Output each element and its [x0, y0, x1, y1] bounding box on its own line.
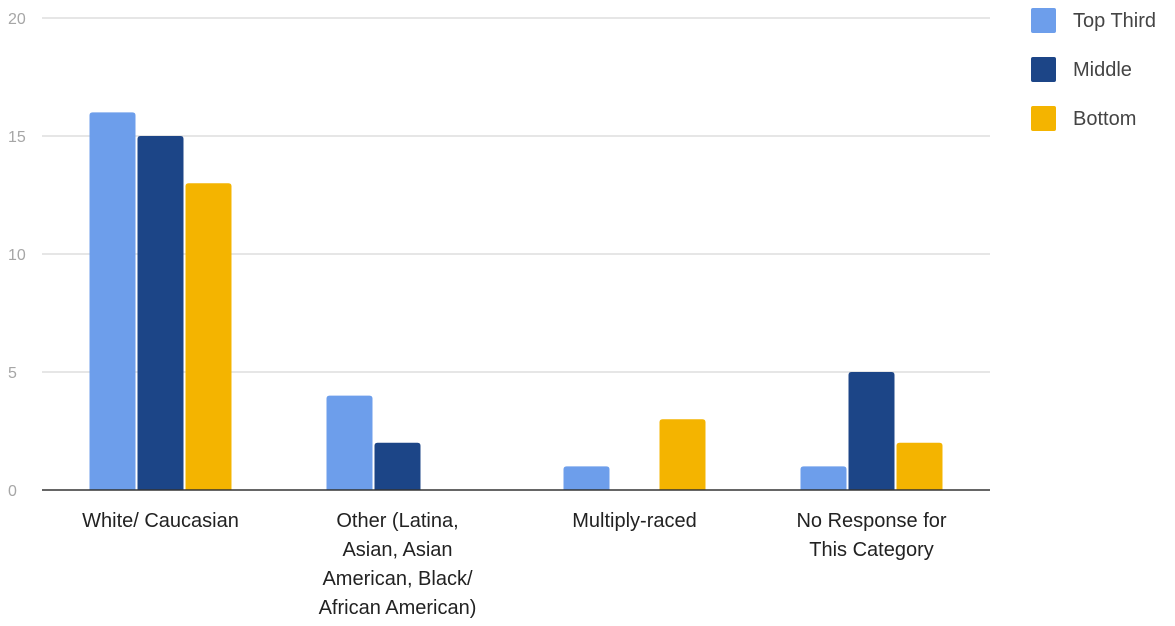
bar-top-third-3 — [563, 466, 610, 490]
x-tick-label-2: Other (Latina, Asian, Asian American, Blac… — [319, 510, 477, 619]
bar-top-third-4 — [800, 466, 847, 490]
y-tick-label-5: 5 — [8, 365, 17, 382]
y-axis-ticks: 0 5 10 15 20 — [8, 11, 26, 500]
y-tick-label-0: 0 — [8, 483, 17, 500]
bar-bottom-3 — [659, 419, 706, 490]
legend-label-bottom: Bottom — [1073, 108, 1136, 130]
legend-label-top-third: Top Third — [1073, 10, 1156, 32]
bar-middle-1 — [137, 136, 184, 490]
bars — [89, 112, 943, 491]
bar-bottom-1 — [185, 183, 232, 490]
legend-swatch-bottom — [1031, 106, 1056, 131]
x-tick-label-3: Multiply-raced — [572, 510, 696, 532]
bar-top-third-2 — [326, 395, 373, 490]
legend: Top Third Middle Bottom — [1031, 8, 1156, 131]
bar-top-third-1 — [89, 112, 136, 491]
y-tick-label-15: 15 — [8, 129, 26, 146]
x-axis-labels: White/ Caucasian Other (Latina, Asian, Asi… — [82, 510, 947, 619]
bar-bottom-4 — [896, 442, 943, 490]
legend-label-middle: Middle — [1073, 59, 1132, 81]
x-tick-label-1: White/ Caucasian — [82, 510, 239, 532]
y-tick-label-10: 10 — [8, 247, 26, 264]
legend-swatch-middle — [1031, 57, 1056, 82]
bar-middle-4 — [848, 372, 895, 490]
legend-swatch-top-third — [1031, 8, 1056, 33]
y-tick-label-20: 20 — [8, 11, 26, 28]
x-tick-label-4: No Response for This Category — [796, 510, 946, 561]
gridlines — [42, 17, 990, 373]
bar-middle-2 — [374, 442, 421, 490]
